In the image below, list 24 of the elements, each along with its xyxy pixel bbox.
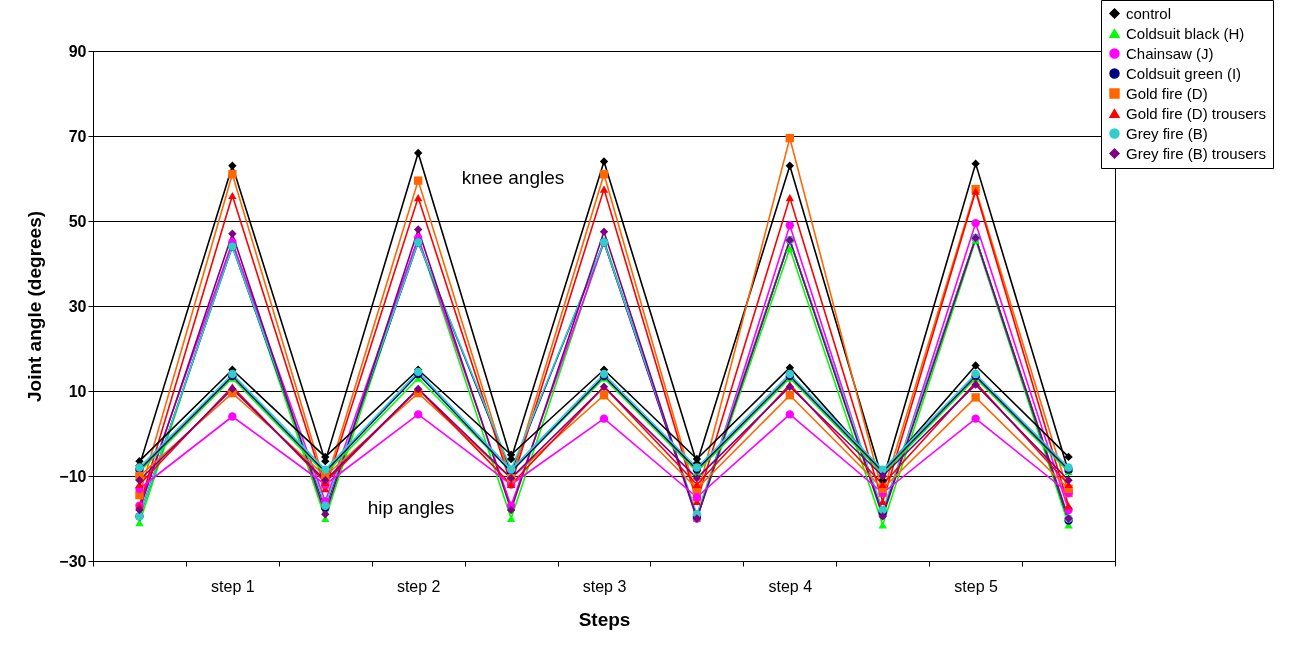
y-axis-title: Joint angle (degrees) <box>24 210 46 403</box>
legend-label: control <box>1126 4 1172 22</box>
x-tick-label: step 3 <box>582 577 627 595</box>
y-tick-label: 10 <box>68 382 87 400</box>
x-tick-label: step 5 <box>954 577 999 595</box>
y-tick-label: 50 <box>68 212 87 230</box>
x-tick-label: step 4 <box>768 577 813 595</box>
legend-label: Grey fire (B) trousers <box>1126 144 1267 162</box>
x-tick-label: step 2 <box>396 577 441 595</box>
y-tick-label: −10 <box>59 467 87 485</box>
y-tick-label: 90 <box>68 42 87 60</box>
legend-label: Grey fire (B) <box>1126 124 1208 142</box>
legend-label: Gold fire (D) trousers <box>1126 104 1267 122</box>
y-tick-label: 70 <box>68 127 87 145</box>
y-tick-label: −30 <box>59 552 87 570</box>
legend-label: Coldsuit green (I) <box>1126 64 1242 82</box>
annotation: knee angles <box>461 167 565 188</box>
legend-label: Chainsaw (J) <box>1126 44 1214 62</box>
x-axis-title: Steps <box>578 608 631 630</box>
y-tick-label: 30 <box>68 297 87 315</box>
legend-label: Coldsuit black (H) <box>1126 24 1245 42</box>
annotation: hip angles <box>367 497 455 518</box>
x-tick-label: step 1 <box>211 577 255 595</box>
legend-label: Gold fire (D) <box>1126 84 1208 102</box>
